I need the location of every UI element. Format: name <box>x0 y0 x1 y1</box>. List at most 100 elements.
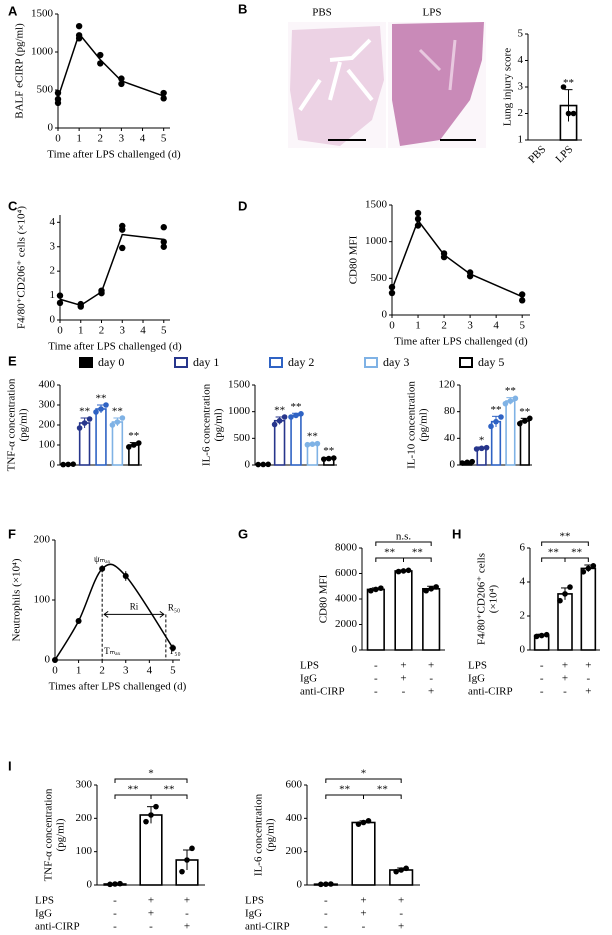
point <box>98 406 104 412</box>
y-tick-label: 2 <box>520 610 526 622</box>
y-tick-label: 1500 <box>228 379 251 391</box>
comparison-label: ** <box>560 531 571 543</box>
y-tick-label: 200 <box>39 419 56 431</box>
condition-sign: - <box>374 673 378 685</box>
bar <box>505 400 516 466</box>
comparison-label: ** <box>128 784 139 796</box>
x-tick-label: LPS <box>554 143 576 165</box>
bar <box>394 570 413 651</box>
annotation: Ri <box>130 601 139 611</box>
point <box>464 459 471 466</box>
point <box>75 32 83 39</box>
point <box>131 442 137 448</box>
point <box>321 456 327 462</box>
point <box>184 857 190 863</box>
condition-sign: + <box>398 895 404 907</box>
point <box>469 458 476 465</box>
x-tick-label: 3 <box>467 320 473 332</box>
condition-sign: - <box>324 921 328 933</box>
condition-name: IgG <box>245 908 262 920</box>
point <box>97 60 104 67</box>
point <box>512 395 519 402</box>
point <box>567 584 573 590</box>
point <box>143 818 149 825</box>
significance: ** <box>563 77 574 89</box>
y-tick-label: 6000 <box>335 567 358 579</box>
condition-sign: + <box>400 660 406 672</box>
y-tick-label: 400 <box>286 812 303 824</box>
y-axis-label: (×10⁴) <box>488 584 500 613</box>
condition-sign: + <box>360 908 366 920</box>
point <box>517 420 523 427</box>
y-tick-label: 80 <box>444 405 456 417</box>
point <box>518 297 526 304</box>
arrow-head <box>103 611 165 618</box>
y-axis-label: Neutrophils (×10⁴) <box>11 558 23 641</box>
condition-sign: + <box>562 673 568 685</box>
point <box>126 444 132 450</box>
point <box>493 418 499 425</box>
condition-sign: - <box>113 921 117 933</box>
condition-sign: - <box>540 673 544 685</box>
bar <box>306 443 319 466</box>
legend-label: day 0 <box>98 355 124 369</box>
point <box>527 415 533 422</box>
y-tick-label: 0 <box>382 309 388 321</box>
y-tick-label: 2000 <box>335 618 358 630</box>
bar <box>519 420 530 466</box>
comparison-label: n.s. <box>396 531 412 543</box>
legend-label: day 5 <box>478 355 504 369</box>
y-axis-label: CD80 MFI <box>348 235 360 284</box>
point <box>56 292 64 299</box>
point <box>488 423 494 430</box>
condition-sign: + <box>184 921 190 933</box>
comparison-label: ** <box>412 547 423 559</box>
image-label: PBS <box>312 7 332 19</box>
point <box>148 812 154 818</box>
point <box>255 461 261 468</box>
comparison-bracket <box>541 541 589 546</box>
point <box>585 565 592 572</box>
x-tick-label: 2 <box>99 665 105 677</box>
line <box>57 32 164 98</box>
y-axis-label: F4/80⁺CD206⁺ cells (×10⁴) <box>16 206 28 329</box>
condition-sign: - <box>402 686 406 698</box>
point <box>538 632 545 639</box>
y-tick-label: 0 <box>48 122 54 134</box>
legend-swatch <box>364 357 378 368</box>
y-tick-label: 500 <box>234 432 251 444</box>
legend-swatch <box>174 357 188 368</box>
comparison-label: ** <box>571 547 582 559</box>
y-tick-label: 0 <box>50 459 56 471</box>
panel-letter: C <box>8 198 18 213</box>
significance: ** <box>112 406 123 418</box>
point <box>400 568 407 574</box>
condition-sign: - <box>113 895 117 907</box>
y-tick-label: 100 <box>76 845 93 857</box>
legend-label: day 2 <box>288 355 314 369</box>
significance: ** <box>519 406 530 418</box>
condition-sign: + <box>562 660 568 672</box>
point <box>54 89 62 97</box>
point <box>355 821 362 827</box>
panel-letter: I <box>8 758 12 773</box>
bar <box>139 814 163 886</box>
bar <box>111 421 124 466</box>
y-tick-label: 0 <box>45 654 51 666</box>
point <box>103 402 109 408</box>
panel-letter: H <box>452 526 461 541</box>
x-axis-label: Times after LPS challenged (d) <box>49 681 187 693</box>
condition-sign: + <box>360 895 366 907</box>
condition-sign: - <box>324 895 328 907</box>
panel-letter: E <box>8 353 17 368</box>
point <box>522 418 528 424</box>
point <box>570 110 577 117</box>
point <box>423 587 429 594</box>
point <box>395 568 402 575</box>
point <box>414 209 422 217</box>
point <box>107 881 113 888</box>
y-tick-label: 3 <box>50 240 56 252</box>
x-tick-label: 3 <box>123 665 129 677</box>
annotation: ψₘₐₓ <box>94 554 111 564</box>
y-tick-label: 100 <box>39 439 56 451</box>
